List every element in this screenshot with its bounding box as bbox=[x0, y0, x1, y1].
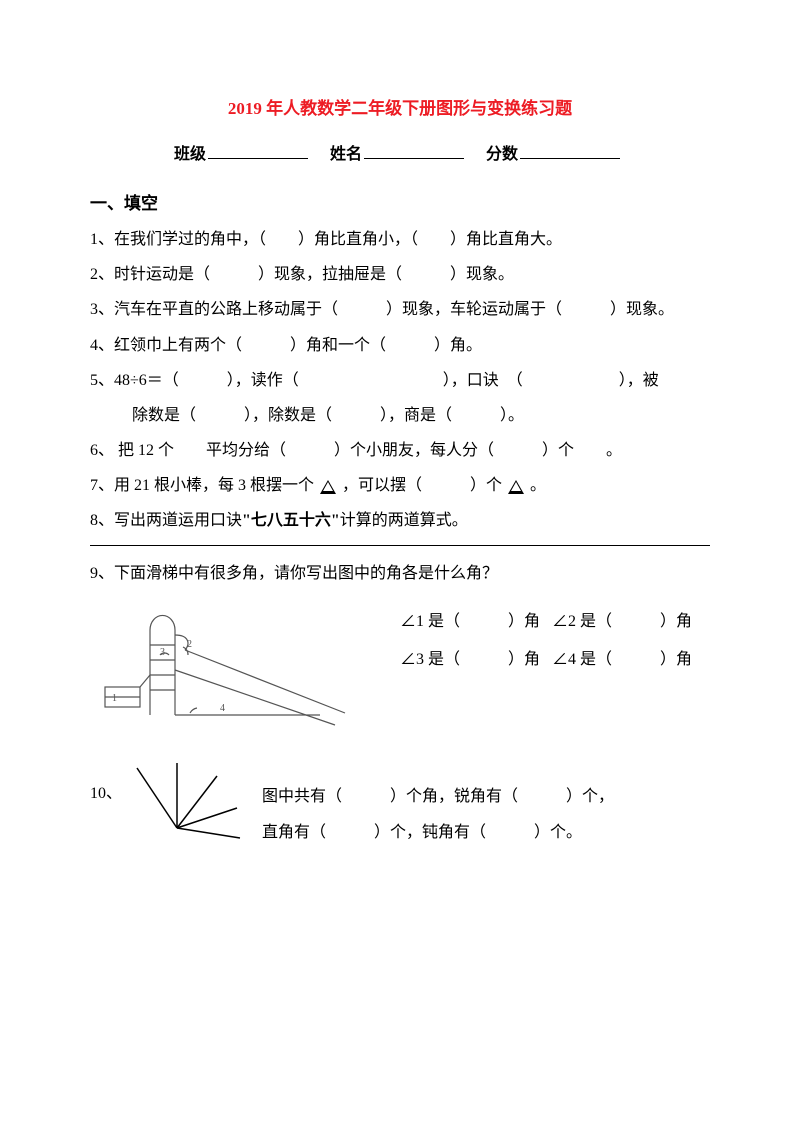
q10-number: 10、 bbox=[90, 758, 122, 811]
name-label: 姓名 bbox=[330, 146, 362, 163]
q9-angle1: ∠1 是（ ）角 bbox=[400, 613, 540, 630]
class-label: 班级 bbox=[174, 146, 206, 163]
question-9-row: 1 3 2 4 ∠1 是（ ）角 ∠2 是（ ）角 ∠3 是（ ）角 ∠4 是（… bbox=[90, 595, 710, 748]
q8-part-a: 8、写出两道运用口诀 bbox=[90, 512, 242, 529]
question-4: 4、红领巾上有两个（ ）角和一个（ ）角。 bbox=[90, 328, 710, 363]
q9-angle2: ∠2 是（ ）角 bbox=[552, 613, 692, 630]
q10-line2: 直角有（ ）个，钝角有（ ）个。 bbox=[262, 815, 710, 850]
question-10-row: 10、 图中共有（ ）个角，锐角有（ ）个， 直角有（ ）个，钝角有（ ）个。 bbox=[90, 758, 710, 871]
question-5b: 除数是（ ），除数是（ ），商是（ ）。 bbox=[90, 398, 710, 433]
q9-angle4: ∠4 是（ ）角 bbox=[552, 651, 692, 668]
question-8: 8、写出两道运用口诀"七八五十六"计算的两道算式。 bbox=[90, 503, 710, 538]
question-1: 1、在我们学过的角中，（ ）角比直角小，（ ）角比直角大。 bbox=[90, 222, 710, 257]
question-2: 2、时针运动是（ ）现象，拉抽屉是（ ）现象。 bbox=[90, 257, 710, 292]
slide-diagram: 1 3 2 4 bbox=[90, 595, 370, 748]
svg-text:2: 2 bbox=[187, 639, 192, 650]
q10-line1: 图中共有（ ）个角，锐角有（ ）个， bbox=[262, 779, 710, 814]
answer-line bbox=[90, 545, 710, 546]
class-blank[interactable] bbox=[208, 142, 308, 159]
q8-part-c: 计算的两道算式。 bbox=[340, 512, 468, 529]
q7-part-b: ，可以摆（ ）个 bbox=[338, 477, 506, 494]
q7-part-a: 7、用 21 根小棒，每 3 根摆一个 bbox=[90, 477, 318, 494]
q7-part-c: 。 bbox=[526, 477, 546, 494]
svg-text:4: 4 bbox=[220, 703, 225, 714]
question-10-text: 图中共有（ ）个角，锐角有（ ）个， 直角有（ ）个，钝角有（ ）个。 bbox=[242, 779, 710, 849]
section-1-title: 一、填空 bbox=[90, 185, 710, 222]
question-5a: 5、48÷6＝（ ），读作（ ），口诀 （ ），被 bbox=[90, 363, 710, 398]
question-9-answers: ∠1 是（ ）角 ∠2 是（ ）角 ∠3 是（ ）角 ∠4 是（ ）角 bbox=[370, 595, 710, 680]
svg-text:3: 3 bbox=[160, 647, 165, 658]
worksheet-page: 2019 年人教数学二年级下册图形与变换练习题 班级 姓名 分数 一、填空 1、… bbox=[0, 0, 800, 911]
triangle-icon bbox=[320, 480, 336, 494]
question-6: 6、 把 12 个 平均分给（ ）个小朋友，每人分（ ）个 。 bbox=[90, 433, 710, 468]
svg-text:1: 1 bbox=[112, 693, 117, 704]
question-3: 3、汽车在平直的公路上移动属于（ ）现象，车轮运动属于（ ）现象。 bbox=[90, 292, 710, 327]
score-label: 分数 bbox=[486, 146, 518, 163]
page-title: 2019 年人教数学二年级下册图形与变换练习题 bbox=[90, 90, 710, 127]
question-7: 7、用 21 根小棒，每 3 根摆一个 ，可以摆（ ）个 。 bbox=[90, 468, 710, 503]
header-fields: 班级 姓名 分数 bbox=[90, 137, 710, 172]
question-9: 9、下面滑梯中有很多角，请你写出图中的角各是什么角？ bbox=[90, 556, 710, 591]
name-blank[interactable] bbox=[364, 142, 464, 159]
triangle-icon bbox=[508, 480, 524, 494]
score-blank[interactable] bbox=[520, 142, 620, 159]
angle-diagram bbox=[122, 758, 242, 871]
q8-part-b: "七八五十六" bbox=[242, 512, 340, 529]
q9-angle3: ∠3 是（ ）角 bbox=[400, 651, 540, 668]
